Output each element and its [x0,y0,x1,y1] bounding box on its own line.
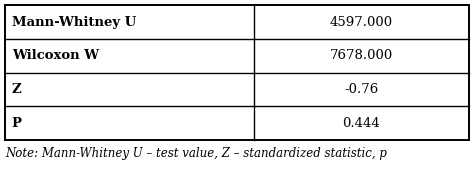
Text: Z: Z [12,83,22,96]
Text: Mann-Whitney U: Mann-Whitney U [12,16,136,29]
Text: P: P [12,117,22,130]
Text: Wilcoxon W: Wilcoxon W [12,49,99,62]
Text: Note: Mann-Whitney U – test value, Z – standardized statistic, p: Note: Mann-Whitney U – test value, Z – s… [5,147,387,160]
Text: 0.444: 0.444 [343,117,380,130]
Text: -0.76: -0.76 [344,83,379,96]
Text: 4597.000: 4597.000 [330,16,393,29]
Text: 7678.000: 7678.000 [330,49,393,62]
